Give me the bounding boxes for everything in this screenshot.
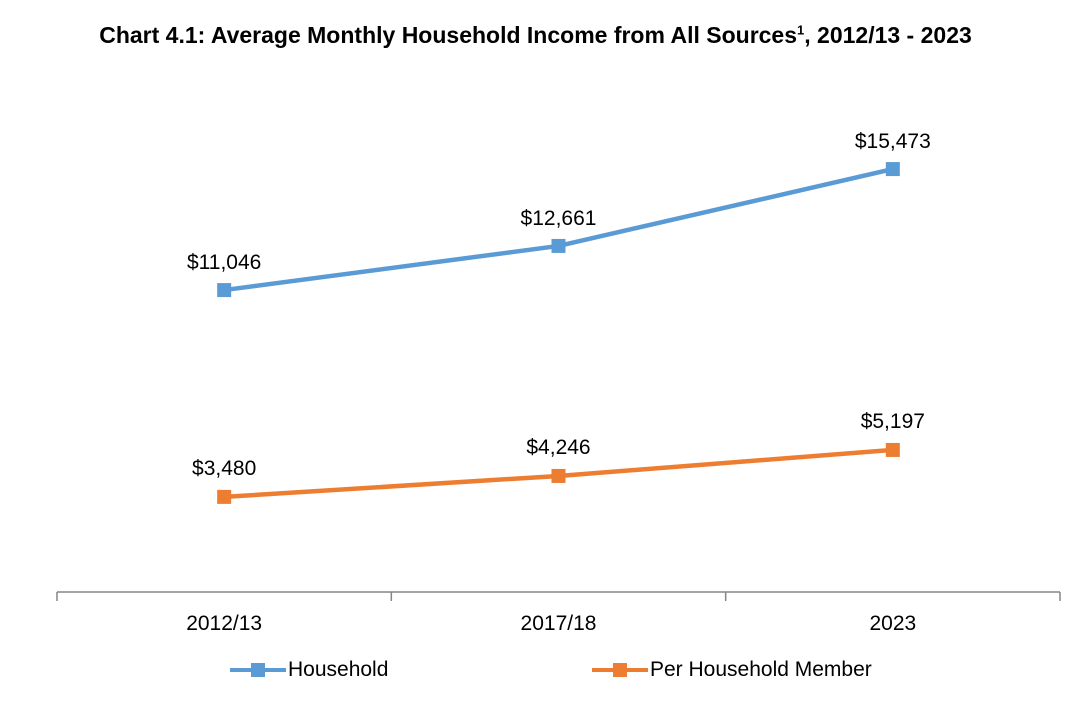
chart-title-text: Chart 4.1: Average Monthly Household Inc…: [99, 22, 798, 48]
legend-item-household[interactable]: Household: [230, 656, 388, 684]
chart-title-footnote: 1: [797, 22, 805, 38]
series-layer: [217, 162, 900, 504]
chart-title: Chart 4.1: Average Monthly Household Inc…: [0, 22, 1071, 49]
legend-item-per-household-member[interactable]: Per Household Member: [592, 656, 872, 684]
legend: Household Per Household Member: [0, 656, 1071, 686]
legend-label-per-household-member: Per Household Member: [650, 658, 872, 681]
data-label: $5,197: [861, 410, 925, 433]
data-label: $3,480: [192, 457, 256, 480]
x-tick-label: 2017/18: [521, 612, 597, 635]
x-tick-label: 2012/13: [186, 612, 262, 635]
data-point: [217, 283, 232, 298]
data-label-layer: $11,046 $12,661 $15,473 $3,480 $4,246 $5,197: [187, 130, 931, 480]
data-label: $4,246: [526, 436, 590, 459]
data-point: [885, 162, 900, 177]
legend-swatch-per-household-member: [592, 656, 648, 684]
data-point: [551, 468, 566, 483]
data-label: $15,473: [855, 130, 931, 153]
legend-swatch-household: [230, 656, 286, 684]
x-axis: 2012/13 2017/18 2023: [56, 591, 1061, 635]
data-label: $11,046: [187, 251, 261, 274]
data-point: [217, 489, 232, 504]
legend-marker-household: [251, 663, 265, 677]
chart-title-suffix: , 2012/13 - 2023: [804, 22, 972, 48]
data-point: [551, 238, 566, 253]
data-label: $12,661: [521, 207, 597, 230]
legend-marker-per-household-member: [613, 663, 627, 677]
legend-label-household: Household: [288, 658, 389, 681]
data-point: [885, 442, 900, 457]
x-tick-label: 2023: [869, 612, 916, 635]
